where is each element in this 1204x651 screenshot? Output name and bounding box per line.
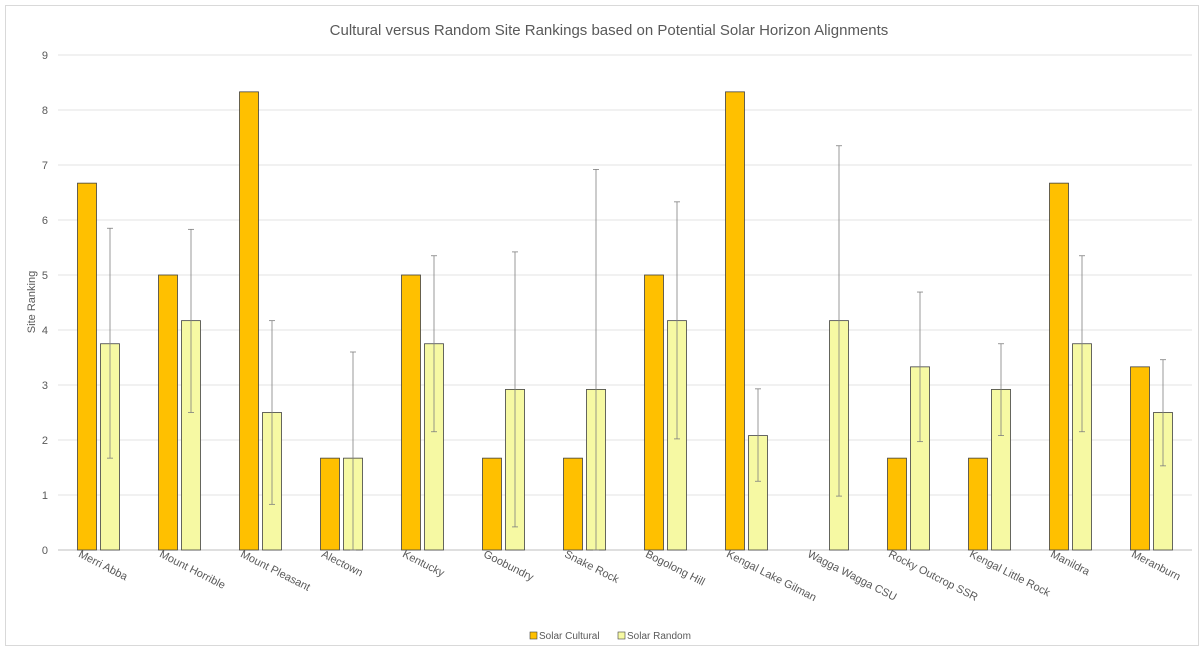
x-tick-label-kengal-little-rock: Kengal Little Rock — [967, 548, 1052, 599]
chart-title: Cultural versus Random Site Rankings bas… — [330, 22, 889, 39]
y-tick-label-2: 2 — [42, 435, 48, 447]
y-tick-label-4: 4 — [42, 325, 48, 337]
x-tick-label-kengal-lake-gilman: Kengal Lake Gilman — [724, 548, 818, 604]
bar-solar-cultural-snake-rock — [563, 457, 583, 551]
y-axis-title: Site Ranking — [26, 271, 38, 333]
bar-solar-cultural-mount-pleasant — [239, 91, 259, 551]
y-tick-label-6: 6 — [42, 215, 48, 227]
bar-solar-cultural-rocky-outcrop-ssr — [887, 457, 907, 551]
bar-solar-cultural-meranburn — [1130, 366, 1150, 551]
bars — [77, 91, 1173, 551]
y-tick-label-9: 9 — [42, 50, 48, 62]
bar-solar-cultural-alectown — [320, 457, 340, 551]
x-tick-label-mount-pleasant: Mount Pleasant — [238, 548, 312, 593]
error-bars — [107, 145, 1166, 551]
x-tick-label-kentucky: Kentucky — [400, 548, 446, 579]
bar-solar-cultural-kentucky — [401, 274, 421, 551]
legend-swatch-solar-cultural — [529, 631, 538, 640]
bar-solar-cultural-merri-abba — [77, 182, 97, 551]
x-tick-label-rocky-outcrop-ssr: Rocky Outcrop SSR — [886, 548, 979, 603]
y-tick-label-3: 3 — [42, 380, 48, 392]
bar-solar-cultural-kengal-lake-gilman — [725, 91, 745, 551]
y-tick-label-5: 5 — [42, 270, 48, 282]
y-tick-label-0: 0 — [42, 545, 48, 557]
legend-label-solar-random: Solar Random — [627, 631, 691, 642]
y-tick-label-1: 1 — [42, 490, 48, 502]
bar-solar-cultural-kengal-little-rock — [968, 457, 988, 551]
x-tick-label-mount-horrible: Mount Horrible — [157, 548, 227, 591]
x-tick-label-alectown: Alectown — [319, 548, 364, 579]
x-tick-label-meranburn: Meranburn — [1129, 548, 1182, 583]
legend-label-solar-cultural: Solar Cultural — [539, 631, 600, 642]
x-tick-labels: Merri Abba Mount Horrible Mount Pleasant Al… — [76, 548, 1182, 604]
bar-solar-cultural-goobundry — [482, 457, 502, 551]
x-tick-label-snake-rock: Snake Rock — [562, 548, 621, 586]
y-tick-labels: 0 1 2 3 4 5 6 7 8 9 — [42, 50, 48, 557]
x-tick-label-goobundry: Goobundry — [481, 548, 535, 584]
legend-swatch-solar-random — [617, 631, 626, 640]
gridlines — [58, 54, 1192, 551]
x-tick-label-wagga-wagga-csu: Wagga Wagga CSU — [805, 548, 898, 603]
bar-solar-cultural-mount-horrible — [158, 274, 178, 551]
legend: Solar Cultural Solar Random — [529, 631, 691, 642]
x-tick-label-merri-abba: Merri Abba — [76, 548, 130, 583]
y-tick-label-8: 8 — [42, 105, 48, 117]
bar-solar-cultural-manildra — [1049, 182, 1069, 551]
y-tick-label-7: 7 — [42, 160, 48, 172]
x-tick-label-manildra: Manildra — [1048, 548, 1092, 578]
x-tick-label-bogolong-hill: Bogolong Hill — [643, 548, 706, 588]
bar-solar-cultural-bogolong-hill — [644, 274, 664, 551]
